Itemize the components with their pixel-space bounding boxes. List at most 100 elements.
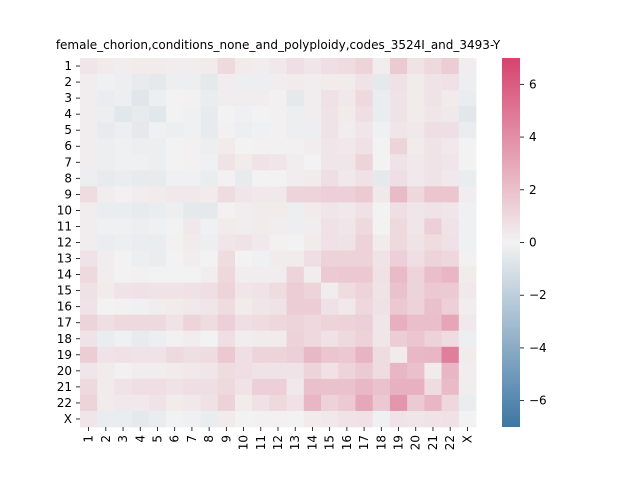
heatmap-cell [97,378,115,396]
heatmap-cell [269,154,288,171]
heatmap-cell [200,138,219,155]
heatmap-cell [80,250,98,267]
heatmap-cell [286,138,305,155]
heatmap-cell [183,394,201,412]
heatmap-cell [355,314,374,332]
heatmap-cell [458,266,477,284]
heatmap-cell [389,362,408,380]
heatmap-cell [252,138,270,155]
x-tick-label: 14 [305,435,319,450]
heatmap-cell [355,362,374,380]
heatmap-cell [80,378,98,396]
heatmap-cell [372,314,391,332]
heatmap-cell [97,282,115,300]
heatmap-cell [114,378,133,396]
heatmap-cell [252,122,270,139]
heatmap-cell [372,218,391,235]
heatmap-cell [148,410,167,428]
y-tick-label: 22 [57,396,72,410]
heatmap-cell [269,122,288,139]
heatmap-cell [217,250,236,267]
heatmap-cell [372,410,391,428]
heatmap-cell [458,346,477,364]
heatmap-cell [303,346,322,364]
heatmap-cell [234,74,253,91]
heatmap-cell [303,90,322,107]
heatmap-cell [114,90,133,107]
heatmap-cell [321,218,339,235]
heatmap-cell [389,378,408,396]
heatmap-cell [303,58,322,75]
heatmap-cell [303,154,322,171]
heatmap-cell [338,234,356,251]
heatmap-cell [407,346,425,364]
heatmap-cell [372,122,391,139]
heatmap-cell [441,234,460,251]
heatmap-cell [407,298,425,316]
colorbar-tick-label: 2 [529,183,537,197]
heatmap-cell [166,378,184,396]
heatmap-cell [355,202,374,219]
heatmap-cell [286,250,305,267]
y-tick-label: 5 [64,123,72,137]
heatmap-cell [114,170,133,187]
heatmap-cell [200,170,219,187]
heatmap-cell [200,106,219,123]
heatmap-cell [97,330,115,348]
heatmap-cell [234,346,253,364]
heatmap-cell [321,154,339,171]
heatmap-cell [441,250,460,267]
heatmap-cell [234,282,253,300]
heatmap-cell [252,202,270,219]
heatmap-cell [114,282,133,300]
heatmap-cell [389,186,408,203]
heatmap-cell [200,186,219,203]
heatmap-cell [338,218,356,235]
heatmap-cell [131,330,150,348]
heatmap-cell [217,74,236,91]
heatmap-cell [441,186,460,203]
x-tick-label: 9 [219,435,233,443]
heatmap-cell [217,122,236,139]
heatmap-cell [321,266,339,284]
heatmap-cell [269,74,288,91]
heatmap-cell [407,410,425,428]
x-tick-label: 8 [202,435,216,443]
heatmap-cell [131,170,150,187]
heatmap-cell [424,362,442,380]
heatmap-cell [407,186,425,203]
heatmap-cell [389,298,408,316]
heatmap-cell [183,362,201,380]
heatmap-cell [303,298,322,316]
heatmap-cell [97,218,115,235]
heatmap-cell [355,394,374,412]
heatmap-cell [97,266,115,284]
heatmap-cell [286,362,305,380]
heatmap-cell [338,138,356,155]
heatmap-cell [338,74,356,91]
heatmap-cell [424,90,442,107]
heatmap-cell [338,314,356,332]
heatmap-cell [355,186,374,203]
heatmap-cell [458,58,477,75]
heatmap-cell [200,282,219,300]
heatmap-cell [131,138,150,155]
heatmap-cell [183,234,201,251]
heatmap-cell [407,282,425,300]
heatmap-cell [286,186,305,203]
heatmap-cell [407,394,425,412]
heatmap-cell [131,234,150,251]
heatmap-cell [372,394,391,412]
heatmap-cell [303,314,322,332]
heatmap-cell [200,362,219,380]
heatmap-cell [424,58,442,75]
heatmap-cell [355,250,374,267]
heatmap-cell [286,346,305,364]
heatmap-cell [148,314,167,332]
heatmap-cell [217,410,236,428]
heatmap-cell [166,250,184,267]
heatmap-cell [458,394,477,412]
heatmap-cell [217,314,236,332]
heatmap-cell [200,378,219,396]
heatmap-cell [424,122,442,139]
